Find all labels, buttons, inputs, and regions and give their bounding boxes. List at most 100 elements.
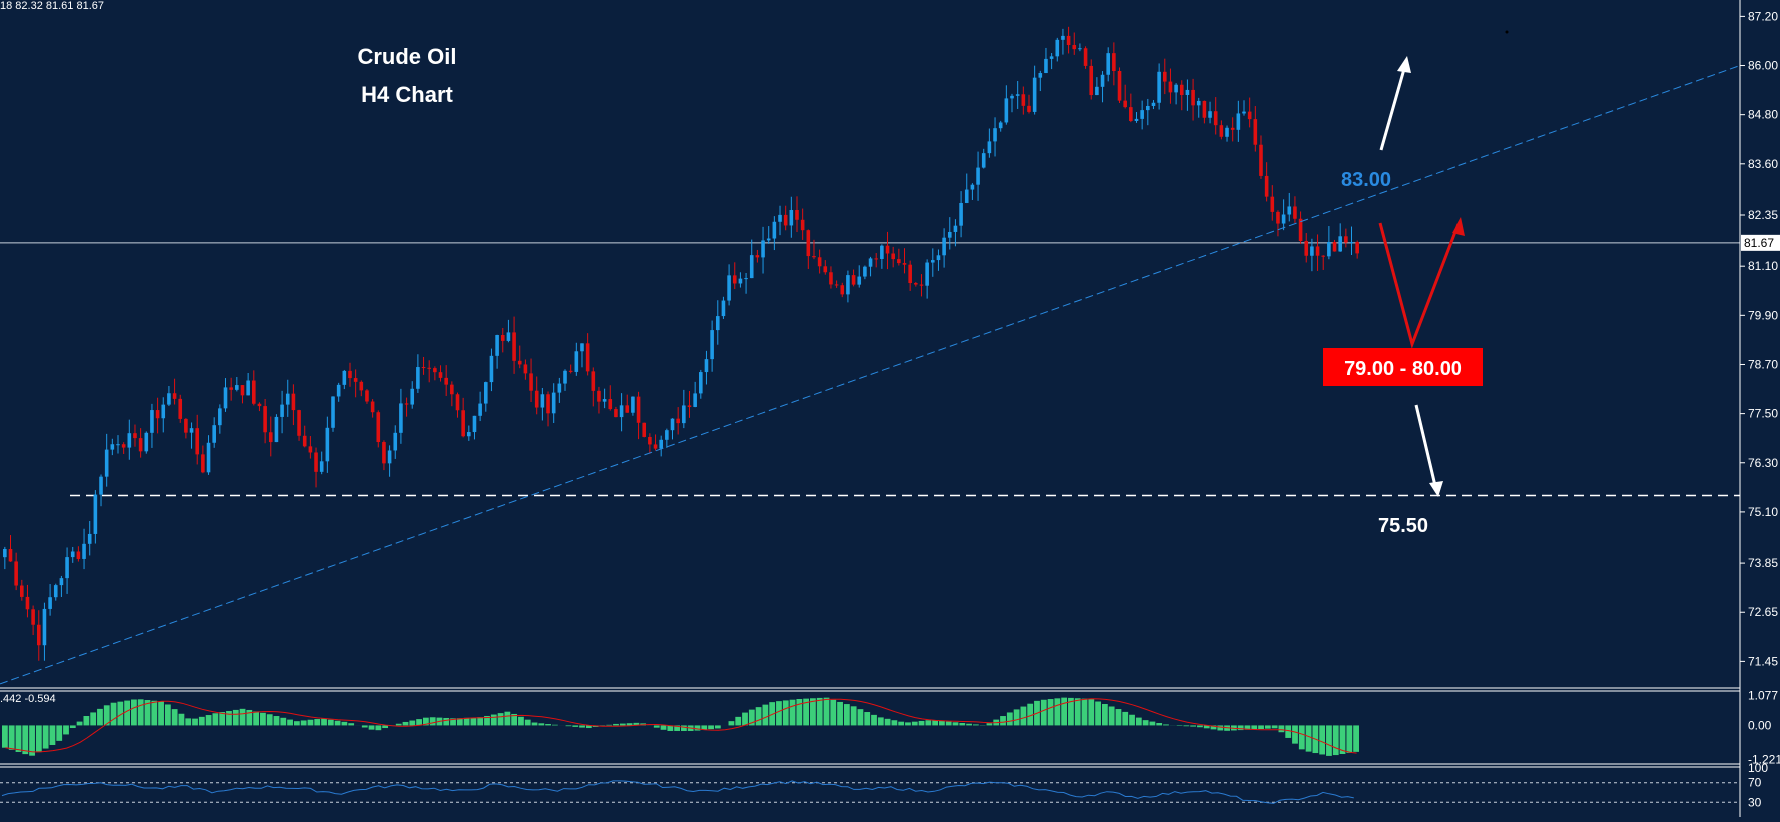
candle-body: [444, 378, 448, 385]
candle-body: [608, 399, 612, 409]
macd-bar: [240, 709, 246, 726]
macd-bar: [946, 722, 952, 726]
candle-body: [1265, 176, 1269, 197]
price-tick-label: 72.65: [1748, 605, 1778, 619]
macd-bar: [409, 721, 415, 726]
candle-body: [631, 397, 635, 413]
candle-body: [597, 391, 601, 402]
macd-bar: [477, 717, 483, 725]
macd-bar: [179, 714, 185, 726]
candle-body: [144, 433, 148, 452]
macd-bar: [756, 707, 762, 725]
macd-bar: [253, 711, 259, 725]
macd-bar: [158, 701, 164, 725]
candle-body: [1089, 66, 1093, 95]
candle-body: [1033, 78, 1037, 112]
candle-body: [563, 371, 567, 384]
candle-body: [1355, 242, 1359, 253]
macd-bar: [1082, 699, 1088, 726]
candle-body: [1016, 94, 1020, 96]
macd-bar: [796, 699, 802, 725]
candle-body: [801, 220, 805, 230]
candle-body: [1214, 111, 1218, 125]
macd-bar: [124, 701, 130, 726]
candle-body: [128, 433, 132, 447]
macd-bar: [878, 717, 884, 725]
candle-body: [767, 239, 771, 241]
candle-body: [326, 428, 330, 462]
macd-bar: [274, 716, 280, 725]
macd-bar: [1156, 723, 1162, 725]
macd-bar: [891, 720, 897, 725]
macd-bar: [1088, 699, 1094, 725]
macd-bar: [212, 713, 218, 725]
macd-bar: [905, 722, 911, 725]
candle-body: [1248, 112, 1252, 120]
macd-bar: [287, 720, 293, 726]
candle-body: [422, 367, 426, 368]
candle-body: [937, 255, 941, 260]
macd-bar: [837, 702, 843, 725]
macd-bar: [403, 722, 409, 725]
macd-bar: [1054, 698, 1060, 725]
candle-body: [676, 419, 680, 423]
macd-bar: [233, 710, 239, 726]
macd-bar: [1048, 699, 1054, 725]
candle-body: [965, 190, 969, 203]
macd-bar: [1346, 725, 1352, 753]
macd-bar: [1279, 725, 1285, 732]
macd-bar: [783, 700, 789, 725]
candle-body: [1061, 36, 1065, 40]
rsi-tick-label: 30: [1748, 795, 1762, 809]
candle-body: [495, 335, 499, 356]
macd-bar: [226, 711, 232, 725]
candle-body: [920, 285, 924, 286]
macd-bar: [375, 725, 381, 730]
macd-bar: [491, 715, 497, 726]
candle-body: [184, 419, 188, 433]
price-tick-label: 87.20: [1748, 9, 1778, 23]
macd-bar: [280, 718, 286, 726]
candle-body: [829, 272, 833, 284]
candle-body: [1152, 103, 1156, 106]
candle-body: [524, 364, 528, 373]
macd-bar: [83, 716, 89, 725]
candle-body: [863, 267, 867, 277]
candle-body: [1027, 106, 1031, 112]
candle-body: [229, 387, 233, 389]
candle-body: [178, 399, 182, 419]
macd-bar: [192, 719, 198, 726]
candle-body: [1123, 101, 1127, 107]
macd-bar: [63, 725, 69, 734]
candle-body: [1169, 82, 1173, 93]
candle-body: [552, 393, 556, 414]
candle-body: [501, 335, 505, 341]
candle-body: [959, 203, 963, 226]
candle-body: [1304, 241, 1308, 256]
macd-bar: [715, 725, 721, 728]
macd-bar: [606, 725, 612, 726]
candle-body: [467, 432, 471, 436]
candle-body: [94, 495, 98, 534]
macd-bar: [362, 725, 368, 727]
rsi-tick-label: 100: [1748, 761, 1768, 775]
macd-bar: [1197, 725, 1203, 727]
macd-bar: [844, 704, 850, 725]
candle-body: [393, 433, 397, 451]
price-tick-label: 71.45: [1748, 654, 1778, 668]
candle-body: [976, 168, 980, 185]
macd-bar: [1075, 698, 1081, 725]
candle-body: [869, 258, 873, 266]
candle-body: [1344, 236, 1348, 242]
candle-body: [161, 405, 165, 419]
candle-body: [461, 410, 465, 436]
candle-body: [931, 260, 935, 262]
macd-bar: [504, 712, 510, 726]
macd-bar: [681, 725, 687, 731]
candle-body: [1095, 87, 1099, 95]
candle-body: [507, 332, 511, 341]
macd-bar: [1258, 725, 1264, 729]
candle: [1084, 46, 1088, 69]
macd-bar: [471, 717, 477, 725]
